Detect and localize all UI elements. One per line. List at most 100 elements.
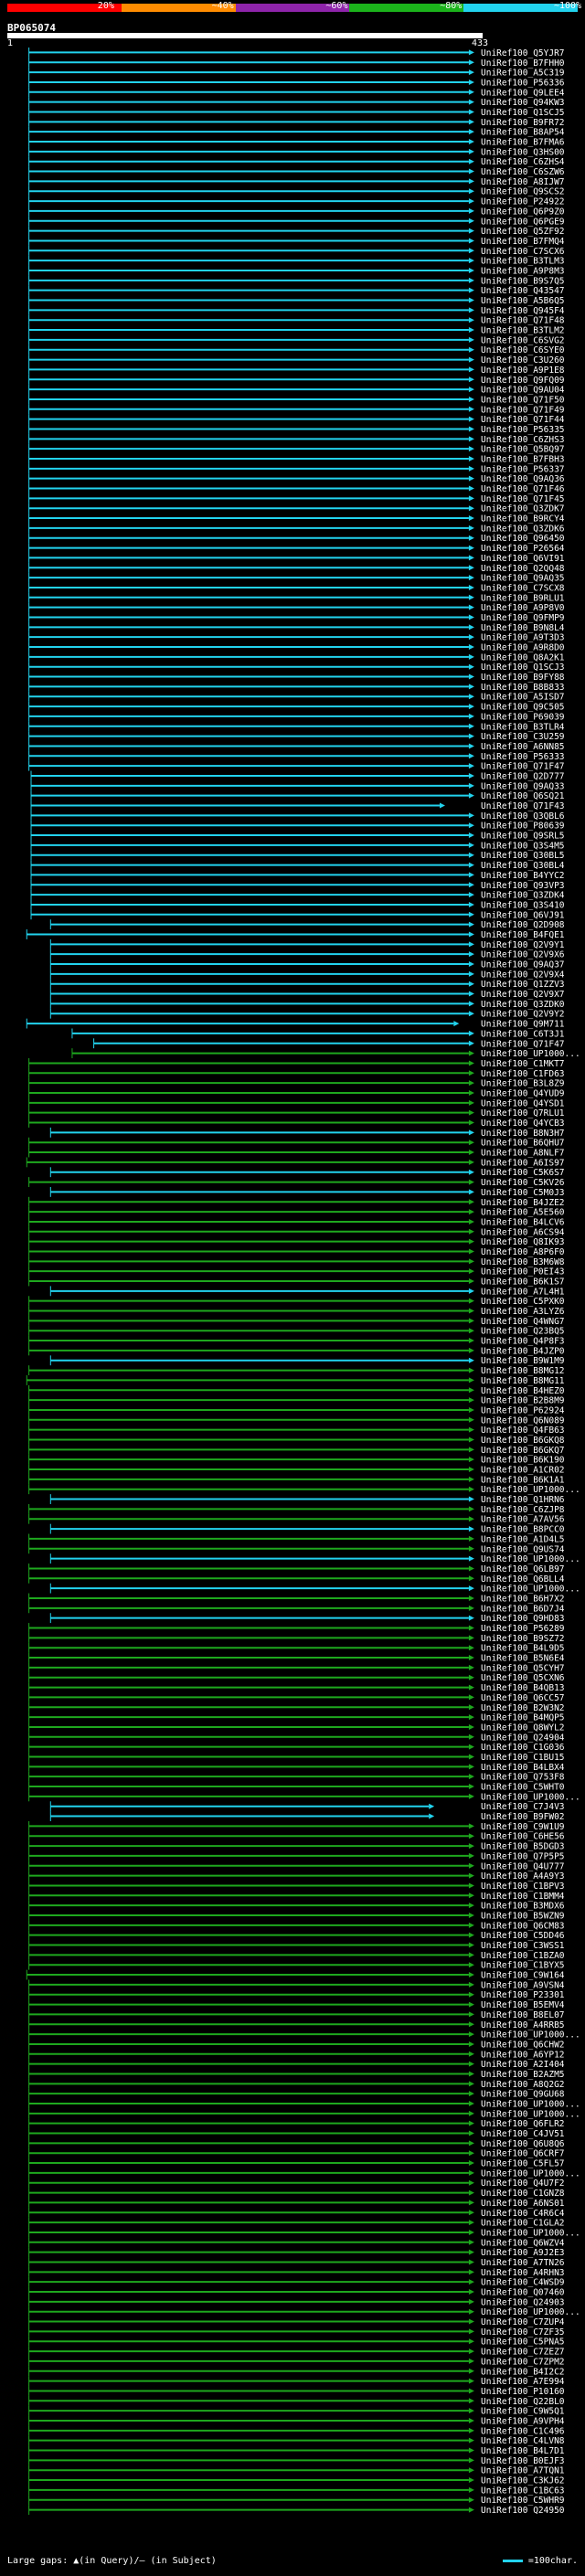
hit-row[interactable]: UniRef100_Q8A2K1: [28, 652, 565, 663]
hit-row[interactable]: UniRef100_C3WSS1: [28, 1940, 565, 1951]
hit-row[interactable]: UniRef100_B3TLM2: [28, 324, 565, 336]
hit-row[interactable]: UniRef100_Q5BQ97: [28, 443, 565, 455]
hit-row[interactable]: UniRef100_A9P1E8: [28, 364, 565, 376]
hit-row[interactable]: UniRef100_UP1000...: [28, 2227, 580, 2239]
hit-row[interactable]: UniRef100_UP1000...: [49, 1553, 580, 1564]
hit-row[interactable]: UniRef100_C6HE56: [28, 1830, 565, 1842]
hit-row[interactable]: UniRef100_UP1000...: [28, 2168, 580, 2178]
hit-row[interactable]: UniRef100_Q6CC57: [28, 1692, 565, 1703]
hit-row[interactable]: UniRef100_Q9AQ33: [30, 780, 565, 791]
hit-row[interactable]: UniRef100_P24922: [28, 196, 565, 207]
hit-row[interactable]: UniRef100_A9T3D3: [28, 631, 565, 643]
hit-row[interactable]: UniRef100_Q6P9Z0: [28, 206, 565, 217]
hit-row[interactable]: UniRef100_C7SCX6: [28, 245, 565, 257]
hit-row[interactable]: UniRef100_B2W3N2: [28, 1701, 565, 1713]
hit-row[interactable]: UniRef100_C7ZPM2: [28, 2356, 565, 2368]
hit-row[interactable]: UniRef100_C5M0J3: [49, 1186, 565, 1198]
hit-row[interactable]: UniRef100_Q2V9Y1: [49, 938, 565, 950]
hit-row[interactable]: UniRef100_UP1000...: [28, 2029, 580, 2041]
hit-row[interactable]: UniRef100_B9FW02: [49, 1811, 565, 1822]
hit-row[interactable]: UniRef100_Q6VJ91: [30, 909, 565, 920]
hit-row[interactable]: UniRef100_Q6FLR2: [28, 2118, 565, 2129]
hit-row[interactable]: UniRef100_B9SZ72: [28, 1632, 565, 1644]
hit-row[interactable]: UniRef100_A9VPH4: [28, 2415, 565, 2427]
hit-row[interactable]: UniRef100_Q4YUD9: [28, 1087, 565, 1099]
hit-row[interactable]: UniRef100_Q4YSD1: [28, 1097, 565, 1108]
hit-row[interactable]: UniRef100_Q9M711: [26, 1018, 565, 1030]
hit-row[interactable]: UniRef100_B9S7Q5: [28, 275, 565, 286]
hit-row[interactable]: UniRef100_C6SVG2: [28, 334, 565, 345]
hit-row[interactable]: UniRef100_Q5YJR7: [28, 48, 565, 58]
hit-row[interactable]: UniRef100_UP1000...: [49, 1583, 580, 1595]
hit-row[interactable]: UniRef100_P69039: [28, 711, 565, 723]
hit-row[interactable]: UniRef100_A9VSN4: [28, 1979, 565, 1990]
hit-row[interactable]: UniRef100_A9J2E3: [28, 2247, 565, 2258]
hit-row[interactable]: UniRef100_B8EL07: [28, 2009, 565, 2020]
hit-row[interactable]: UniRef100_B8B833: [28, 681, 565, 693]
hit-row[interactable]: UniRef100_C6ZHS4: [28, 156, 565, 167]
hit-row[interactable]: UniRef100_B9FR72: [28, 116, 565, 128]
hit-row[interactable]: UniRef100_B8MG11: [26, 1375, 565, 1386]
hit-row[interactable]: UniRef100_Q07460: [28, 2286, 565, 2298]
hit-row[interactable]: UniRef100_Q71F47: [28, 760, 565, 772]
hit-row[interactable]: UniRef100_P56337: [28, 463, 565, 474]
hit-row[interactable]: UniRef100_C1BU15: [28, 1752, 565, 1763]
hit-row[interactable]: UniRef100_B6GKQ7: [28, 1444, 565, 1456]
hit-row[interactable]: UniRef100_A1CR02: [28, 1464, 565, 1476]
hit-row[interactable]: UniRef100_Q8WYL2: [28, 1722, 565, 1733]
hit-row[interactable]: UniRef100_P56335: [28, 424, 565, 435]
hit-row[interactable]: UniRef100_A3LYZ6: [28, 1306, 565, 1317]
hit-row[interactable]: UniRef100_A7L4H1: [49, 1286, 565, 1297]
hit-row[interactable]: UniRef100_C4WSD9: [28, 2276, 565, 2288]
hit-row[interactable]: UniRef100_B4L7D1: [28, 2445, 565, 2456]
hit-row[interactable]: UniRef100_B2B8M9: [28, 1394, 565, 1406]
hit-row[interactable]: UniRef100_UP1000...: [28, 2108, 580, 2119]
hit-row[interactable]: UniRef100_A7TN26: [28, 2257, 565, 2268]
hit-row[interactable]: UniRef100_A7AV56: [28, 1513, 565, 1525]
hit-row[interactable]: UniRef100_Q4FB63: [28, 1425, 565, 1436]
hit-row[interactable]: UniRef100_A8P6F0: [28, 1246, 565, 1257]
hit-row[interactable]: UniRef100_P0EI43: [28, 1266, 565, 1277]
hit-row[interactable]: UniRef100_A9R8D0: [28, 641, 565, 653]
hit-row[interactable]: UniRef100_Q71F49: [28, 404, 565, 415]
hit-row[interactable]: UniRef100_C7J4V3: [49, 1801, 565, 1812]
hit-row[interactable]: UniRef100_Q945F4: [28, 304, 565, 316]
hit-row[interactable]: UniRef100_Q2V9X4: [49, 969, 565, 980]
hit-row[interactable]: UniRef100_C5DD46: [28, 1930, 565, 1941]
hit-row[interactable]: UniRef100_Q9C505: [28, 701, 565, 713]
hit-row[interactable]: UniRef100_Q93VP3: [30, 879, 565, 891]
hit-row[interactable]: UniRef100_B0EJF3: [28, 2454, 565, 2466]
hit-row[interactable]: UniRef100_C9W1U9: [28, 1820, 565, 1832]
hit-row[interactable]: UniRef100_C3U259: [28, 731, 565, 742]
hit-row[interactable]: UniRef100_A6YP12: [28, 2049, 565, 2060]
hit-row[interactable]: UniRef100_Q6CHW2: [28, 2039, 565, 2051]
hit-row[interactable]: UniRef100_C7SCX8: [28, 582, 565, 594]
hit-row[interactable]: UniRef100_P56333: [28, 750, 565, 762]
hit-row[interactable]: UniRef100_Q4YCB3: [28, 1118, 565, 1129]
hit-row[interactable]: UniRef100_A2I404: [28, 2059, 565, 2070]
hit-row[interactable]: UniRef100_A4RRB5: [28, 2019, 565, 2030]
hit-row[interactable]: UniRef100_Q3ZDK7: [28, 503, 565, 514]
hit-row[interactable]: UniRef100_B3MDX6: [28, 1900, 565, 1912]
hit-row[interactable]: UniRef100_Q3ZDK0: [49, 998, 565, 1010]
hit-row[interactable]: UniRef100_A9P8V0: [28, 602, 565, 613]
hit-row[interactable]: UniRef100_C6ZJP8: [28, 1503, 565, 1515]
hit-row[interactable]: UniRef100_C5FL57: [28, 2157, 565, 2169]
hit-row[interactable]: UniRef100_B5EMV4: [28, 1999, 565, 2010]
hit-row[interactable]: UniRef100_C7ZF35: [28, 2326, 565, 2337]
hit-row[interactable]: UniRef100_C6SYE0: [28, 345, 565, 355]
hit-row[interactable]: UniRef100_UP1000...: [28, 1484, 580, 1495]
hit-row[interactable]: UniRef100_B4YYC2: [30, 870, 565, 881]
hit-row[interactable]: UniRef100_Q4WNG7: [28, 1315, 565, 1327]
hit-row[interactable]: UniRef100_Q1HRN6: [49, 1494, 565, 1505]
hit-row[interactable]: UniRef100_Q2V9Y2: [49, 1008, 565, 1020]
hit-row[interactable]: UniRef100_Q24903: [28, 2296, 565, 2307]
hit-row[interactable]: UniRef100_C4R6C4: [28, 2207, 565, 2219]
hit-row[interactable]: UniRef100_B9FY88: [28, 672, 565, 683]
hit-row[interactable]: UniRef100_B5DGD3: [28, 1840, 565, 1852]
hit-row[interactable]: UniRef100_B4FQE1: [26, 929, 565, 940]
hit-row[interactable]: UniRef100_B4HEZ0: [28, 1384, 565, 1396]
hit-row[interactable]: UniRef100_Q1ZZV3: [49, 979, 565, 990]
hit-row[interactable]: UniRef100_C5WHR9: [28, 2495, 565, 2506]
hit-row[interactable]: UniRef100_C1BYX5: [28, 1959, 565, 1971]
